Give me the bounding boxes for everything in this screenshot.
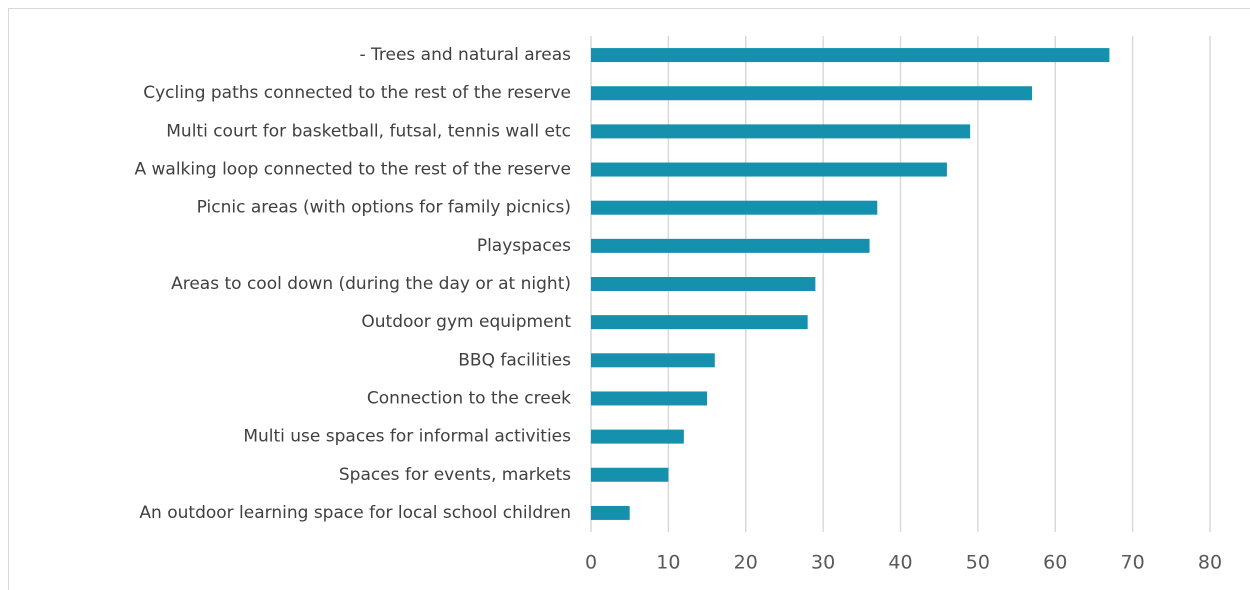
bar xyxy=(591,429,684,444)
bar xyxy=(591,505,630,520)
bar xyxy=(591,353,715,368)
bar xyxy=(591,467,669,482)
bar xyxy=(591,162,947,177)
y-tick-label: BBQ facilities xyxy=(458,350,571,370)
x-tick-label: 30 xyxy=(811,552,835,574)
bar xyxy=(591,124,971,139)
y-tick-label: Multi court for basketball, futsal, tenn… xyxy=(166,121,571,141)
y-tick-label: Playspaces xyxy=(477,236,571,256)
bar xyxy=(591,238,870,253)
chart-frame xyxy=(8,8,1250,590)
x-tick-label: 70 xyxy=(1121,552,1145,574)
bar xyxy=(591,277,816,291)
y-tick-label: An outdoor learning space for local scho… xyxy=(139,503,571,523)
y-tick-label: Cycling paths connected to the rest of t… xyxy=(143,83,571,103)
x-tick-label: 50 xyxy=(966,552,990,574)
x-tick-label: 80 xyxy=(1198,552,1222,574)
x-tick-label: 20 xyxy=(734,552,758,574)
x-tick-label: 40 xyxy=(888,552,912,574)
bar xyxy=(591,48,1110,63)
x-tick-label: 60 xyxy=(1043,552,1067,574)
y-tick-label: Outdoor gym equipment xyxy=(361,312,571,332)
y-tick-label: A walking loop connected to the rest of … xyxy=(134,160,571,180)
y-tick-label: - Trees and natural areas xyxy=(359,45,571,65)
y-tick-label: Picnic areas (with options for family pi… xyxy=(197,198,571,218)
y-tick-label: Connection to the creek xyxy=(367,388,571,408)
bar xyxy=(591,391,708,406)
x-tick-label: 0 xyxy=(585,552,597,574)
bar xyxy=(591,315,808,330)
x-tick-label: 10 xyxy=(656,552,680,574)
bar xyxy=(591,86,1033,101)
y-tick-label: Multi use spaces for informal activities xyxy=(243,427,571,447)
y-tick-label: Areas to cool down (during the day or at… xyxy=(171,274,571,294)
y-tick-label: Spaces for events, markets xyxy=(339,465,571,485)
bar xyxy=(591,200,878,215)
